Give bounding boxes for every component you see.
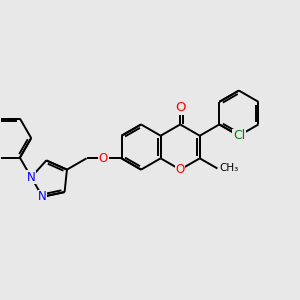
Text: CH₃: CH₃: [219, 164, 238, 173]
Text: Cl: Cl: [233, 129, 245, 142]
Text: O: O: [175, 101, 185, 114]
Text: N: N: [38, 190, 47, 203]
Text: N: N: [27, 171, 36, 184]
Text: O: O: [99, 152, 108, 165]
Text: O: O: [176, 163, 185, 176]
